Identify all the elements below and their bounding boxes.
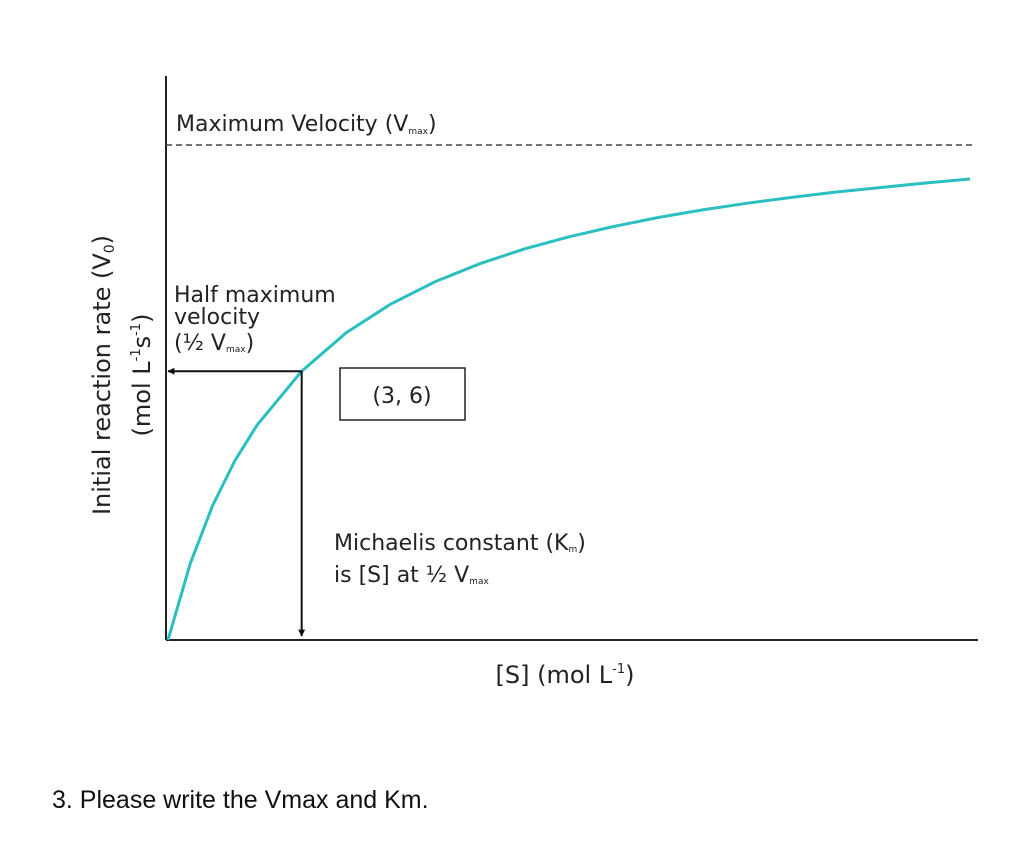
x-axis-label: [S] (mol L-1) [495, 661, 634, 689]
y-axis-label-line1: Initial reaction rate (V0) [88, 235, 118, 515]
half-max-annotation-line3: (½ Vmax) [174, 331, 254, 356]
km-annotation-line2: is [S] at ½ Vmax [334, 563, 489, 588]
half-max-annotation-line1: Half maximum [174, 283, 336, 308]
point-label: (3, 6) [372, 384, 431, 409]
series-line [166, 177, 971, 641]
vmax-annotation: Maximum Velocity (Vmax) [176, 112, 437, 137]
question-text: 3. Please write the Vmax and Km. [52, 786, 429, 814]
y-axis-label-line2: (mol L-1s-1) [128, 314, 156, 437]
point-label-box [339, 367, 466, 421]
km-annotation-line1: Michaelis constant (Km) [334, 531, 586, 556]
half-max-annotation-line2: velocity [174, 305, 260, 330]
